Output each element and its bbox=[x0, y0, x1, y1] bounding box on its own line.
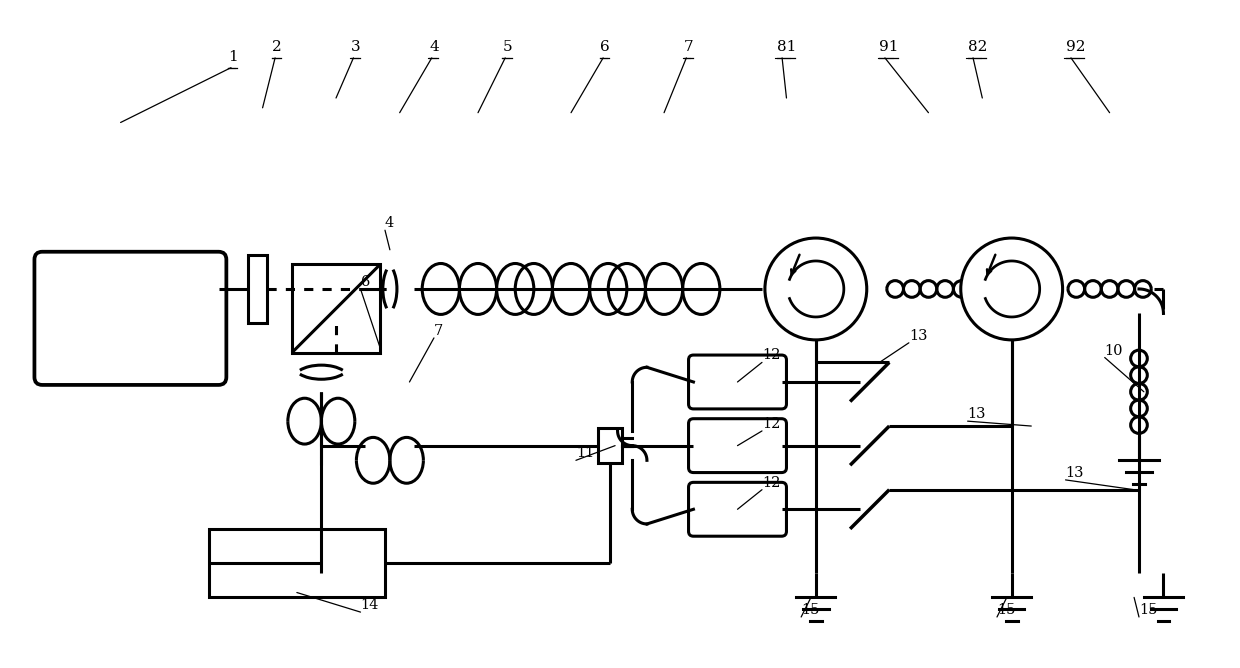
Circle shape bbox=[961, 238, 1063, 340]
Text: 10: 10 bbox=[1105, 343, 1123, 357]
Text: 12: 12 bbox=[763, 476, 780, 490]
Text: 92: 92 bbox=[1065, 40, 1085, 54]
Text: 12: 12 bbox=[763, 349, 780, 363]
Text: 1: 1 bbox=[228, 49, 238, 63]
Text: 13: 13 bbox=[909, 329, 928, 343]
Text: 7: 7 bbox=[683, 40, 693, 54]
Circle shape bbox=[765, 238, 867, 340]
FancyBboxPatch shape bbox=[688, 419, 786, 472]
Text: 6: 6 bbox=[600, 40, 610, 54]
Text: 15: 15 bbox=[801, 603, 820, 617]
FancyBboxPatch shape bbox=[688, 355, 786, 409]
Text: 15: 15 bbox=[997, 603, 1016, 617]
Text: 15: 15 bbox=[1140, 603, 1157, 617]
Text: 12: 12 bbox=[763, 417, 780, 431]
Bar bbox=[291, 265, 381, 353]
Text: 2: 2 bbox=[273, 40, 283, 54]
Text: 11: 11 bbox=[575, 446, 594, 460]
Text: 13: 13 bbox=[967, 407, 986, 421]
Text: 5: 5 bbox=[502, 40, 512, 54]
Text: 7: 7 bbox=[434, 324, 443, 338]
Bar bbox=[248, 255, 268, 323]
Text: 82: 82 bbox=[967, 40, 987, 54]
Text: 14: 14 bbox=[361, 598, 379, 612]
Text: 13: 13 bbox=[1065, 466, 1084, 480]
Text: 3: 3 bbox=[351, 40, 361, 54]
Text: 4: 4 bbox=[384, 216, 394, 230]
Bar bbox=[208, 529, 384, 597]
Text: 91: 91 bbox=[879, 40, 899, 54]
Text: 4: 4 bbox=[429, 40, 439, 54]
Text: 6: 6 bbox=[361, 275, 370, 289]
FancyBboxPatch shape bbox=[35, 252, 227, 385]
Bar bbox=[598, 428, 622, 463]
Text: 81: 81 bbox=[776, 40, 796, 54]
FancyBboxPatch shape bbox=[688, 482, 786, 536]
